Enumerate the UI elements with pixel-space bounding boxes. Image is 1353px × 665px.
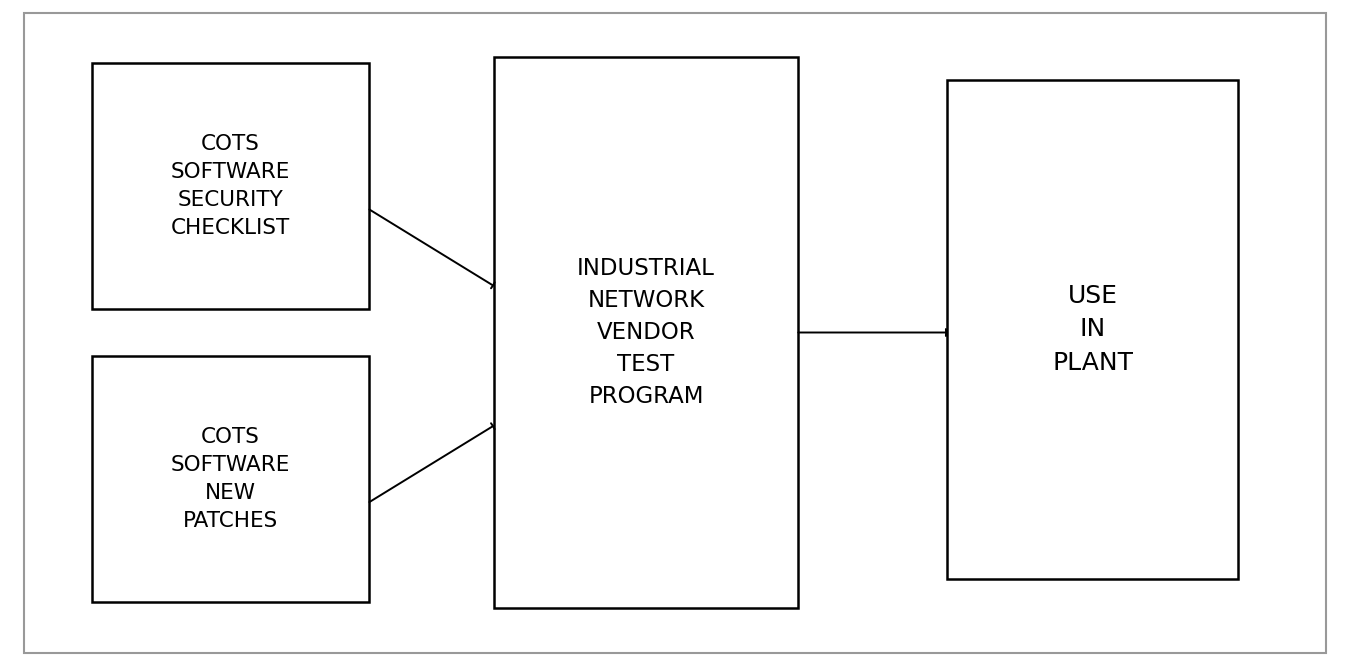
Text: COTS
SOFTWARE
NEW
PATCHES: COTS SOFTWARE NEW PATCHES [170, 427, 291, 531]
Bar [494, 57, 798, 608]
Bar [92, 356, 369, 602]
Text: COTS
SOFTWARE
SECURITY
CHECKLIST: COTS SOFTWARE SECURITY CHECKLIST [170, 134, 291, 238]
Bar [92, 63, 369, 309]
Text: INDUSTRIAL
NETWORK
VENDOR
TEST
PROGRAM: INDUSTRIAL NETWORK VENDOR TEST PROGRAM [578, 257, 714, 408]
Bar [947, 80, 1238, 579]
Text: USE
IN
PLANT: USE IN PLANT [1053, 284, 1132, 374]
